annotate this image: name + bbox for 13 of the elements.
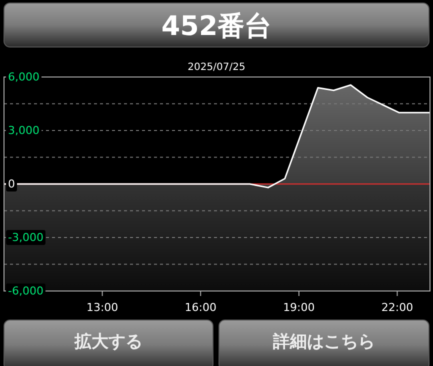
x-tick-label: 19:00 <box>283 301 315 314</box>
y-tick-label: 0 <box>8 178 15 190</box>
y-tick-label: 6,000 <box>8 70 40 84</box>
chart-title: 452番台 <box>161 11 272 42</box>
text: 拡大する <box>74 332 142 352</box>
text: 詳細はこちら <box>272 332 375 352</box>
y-tick-label: -3,000 <box>8 231 44 244</box>
chart-subtitle: 2025/07/25 <box>188 62 246 73</box>
x-tick-label: 22:00 <box>381 301 414 314</box>
y-tick-label: -6,000 <box>8 284 44 298</box>
x-tick-label: 16:00 <box>184 301 216 314</box>
y-tick-label: 3,000 <box>8 124 40 137</box>
x-tick-label: 13:00 <box>86 301 118 314</box>
